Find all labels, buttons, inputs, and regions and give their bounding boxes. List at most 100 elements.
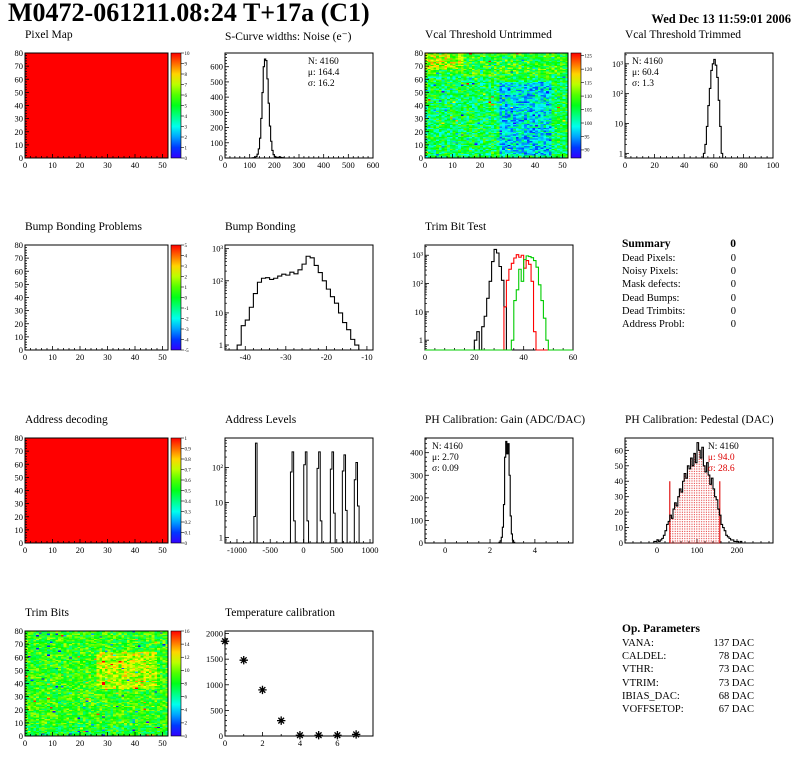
svg-text:0: 0: [19, 731, 23, 741]
svg-text:110: 110: [585, 95, 593, 100]
svg-text:0: 0: [443, 545, 447, 555]
svg-text:60: 60: [415, 74, 424, 84]
param-value: 0: [730, 305, 736, 317]
chart-svg-scurve-noise: 0 100 200 300 400 500 600 0 100 200 300 400 500 600 N:…: [210, 52, 379, 170]
svg-text:500: 500: [330, 545, 343, 555]
page-title: M0472-061211.08:24 T+17a (C1): [8, 0, 370, 27]
chart-trim-bit-test: 0 20 40 60 1 10 10² 10³: [400, 232, 597, 374]
param-value: 68 DAC: [718, 690, 754, 702]
stats-line: N: 4160: [632, 57, 663, 67]
svg-text:40: 40: [531, 160, 540, 170]
chart-scurve-noise: 0 100 200 300 400 500 600 0 100 200 300 400 500 600 N:…: [200, 40, 397, 182]
svg-text:4: 4: [533, 545, 538, 555]
panel-bump-problems: 0 10 20 30 40 50 0 10 20 30 40 50 60 70 80 -5 -4 -3 -2 -1 0 1…: [0, 221, 197, 374]
svg-text:2: 2: [185, 722, 188, 727]
svg-text:100: 100: [410, 515, 423, 525]
svg-text:400: 400: [410, 448, 423, 458]
svg-text:80: 80: [15, 240, 24, 250]
summary-heading-row: Summary 0: [622, 237, 736, 252]
summary-heading-value: 0: [730, 238, 736, 250]
svg-text:200: 200: [731, 545, 744, 555]
svg-text:4: 4: [185, 254, 188, 259]
svg-text:10: 10: [448, 160, 457, 170]
svg-text:40: 40: [519, 352, 528, 362]
svg-text:60: 60: [15, 652, 24, 662]
chart-title: Vcal Threshold Untrimmed: [425, 29, 552, 41]
svg-text:-3: -3: [185, 328, 190, 333]
svg-text:0: 0: [419, 538, 423, 548]
svg-text:400: 400: [317, 160, 330, 170]
svg-text:0.2: 0.2: [185, 521, 192, 526]
svg-text:0: 0: [19, 538, 23, 548]
svg-text:40: 40: [15, 293, 24, 303]
svg-text:0: 0: [23, 160, 27, 170]
svg-text:10: 10: [15, 525, 24, 535]
stats-line: μ: 2.70: [432, 453, 459, 463]
svg-text:0.6: 0.6: [185, 479, 192, 484]
chart-svg-bump-problems: 0 10 20 30 40 50 0 10 20 30 40 50 60 70 80 -5 -4 -3 -2 -1 0 1…: [15, 240, 190, 362]
svg-text:10: 10: [15, 332, 24, 342]
panel-vcal-untrimmed: 0 10 20 30 40 50 0 10 20 30 40 50 60 70 80 90 95 100 105 11…: [400, 29, 597, 182]
svg-text:0: 0: [219, 153, 223, 163]
panel-vcal-trimmed: 0 20 40 60 80 100 1 10 10² 10³ N: 4160 μ: 60.4 σ: 1.…: [600, 29, 796, 182]
panel-temperature-calibration: 0 2 4 6 0 500 1000 1500 2000 Temperature calibra…: [200, 607, 397, 760]
svg-text:50: 50: [15, 279, 24, 289]
svg-text:0: 0: [185, 296, 188, 301]
param-value: 78 DAC: [718, 651, 754, 663]
svg-text:100: 100: [585, 122, 593, 127]
svg-text:0.3: 0.3: [185, 510, 192, 515]
svg-text:20: 20: [76, 738, 85, 748]
svg-text:10²: 10²: [212, 276, 224, 286]
svg-text:-4: -4: [185, 338, 190, 343]
param-label: Dead Pixels:: [622, 253, 676, 264]
svg-text:1: 1: [185, 146, 188, 151]
svg-text:10: 10: [48, 738, 57, 748]
stats-line: σ: 16.2: [308, 79, 335, 89]
chart-svg-address-decoding: 0 10 20 30 40 50 0 10 20 30 40 50 60 70 80 0 0.1 0.2 0.3 0.…: [15, 433, 192, 555]
svg-text:50: 50: [15, 472, 24, 482]
svg-text:100: 100: [210, 138, 223, 148]
param-row: IBIAS_DAC: 68 DAC: [622, 690, 754, 703]
panel-trim-bit-test: 0 20 40 60 1 10 10² 10³ Trim Bit Test: [400, 221, 597, 374]
svg-text:4: 4: [185, 115, 188, 120]
chart-svg-trim-bits: 0 10 20 30 40 50 0 10 20 30 40 50 60 70 80 0 2 4 6 8 10 12 14 1…: [15, 626, 191, 748]
stats-line: μ: 164.4: [308, 68, 340, 78]
svg-text:10: 10: [15, 140, 24, 150]
svg-text:0: 0: [223, 160, 227, 170]
svg-text:90: 90: [585, 149, 591, 154]
param-value: 0: [730, 279, 736, 291]
svg-text:600: 600: [210, 62, 223, 72]
svg-text:6: 6: [185, 695, 188, 700]
param-row: CALDEL: 78 DAC: [622, 650, 754, 663]
svg-text:300: 300: [210, 107, 223, 117]
param-value: 73 DAC: [718, 664, 754, 676]
param-row: VOFFSETOP: 67 DAC: [622, 703, 754, 716]
param-label: Noisy Pixels:: [622, 266, 679, 278]
svg-text:10²: 10²: [412, 279, 424, 289]
op-parameters-heading: Op. Parameters: [622, 623, 700, 635]
svg-text:30: 30: [15, 114, 24, 124]
param-value: 0: [730, 253, 736, 264]
svg-text:0: 0: [19, 153, 23, 163]
svg-text:50: 50: [158, 545, 167, 555]
svg-text:0: 0: [301, 545, 305, 555]
svg-text:1000: 1000: [206, 680, 223, 690]
svg-text:40: 40: [15, 679, 24, 689]
svg-text:0: 0: [185, 157, 188, 162]
svg-text:10: 10: [48, 160, 57, 170]
chart-title: S-Curve widths: Noise (e⁻): [225, 31, 352, 43]
svg-text:20: 20: [76, 352, 85, 362]
svg-text:70: 70: [415, 61, 424, 71]
param-label: Address Probl:: [622, 319, 685, 331]
panel-ph-pedestal: 0 100 200 0 10 20 30 40 50 60 N: 4160 μ: 94.0 σ: 28.…: [600, 414, 796, 567]
svg-text:-5: -5: [185, 349, 190, 354]
svg-text:1: 1: [185, 286, 188, 291]
svg-text:50: 50: [615, 461, 624, 471]
svg-text:10³: 10³: [212, 244, 224, 254]
svg-text:30: 30: [103, 352, 112, 362]
svg-text:40: 40: [15, 101, 24, 111]
svg-text:20: 20: [15, 319, 24, 329]
param-label: VTHR:: [622, 664, 654, 676]
svg-text:-2: -2: [185, 317, 190, 322]
svg-text:0: 0: [655, 545, 659, 555]
